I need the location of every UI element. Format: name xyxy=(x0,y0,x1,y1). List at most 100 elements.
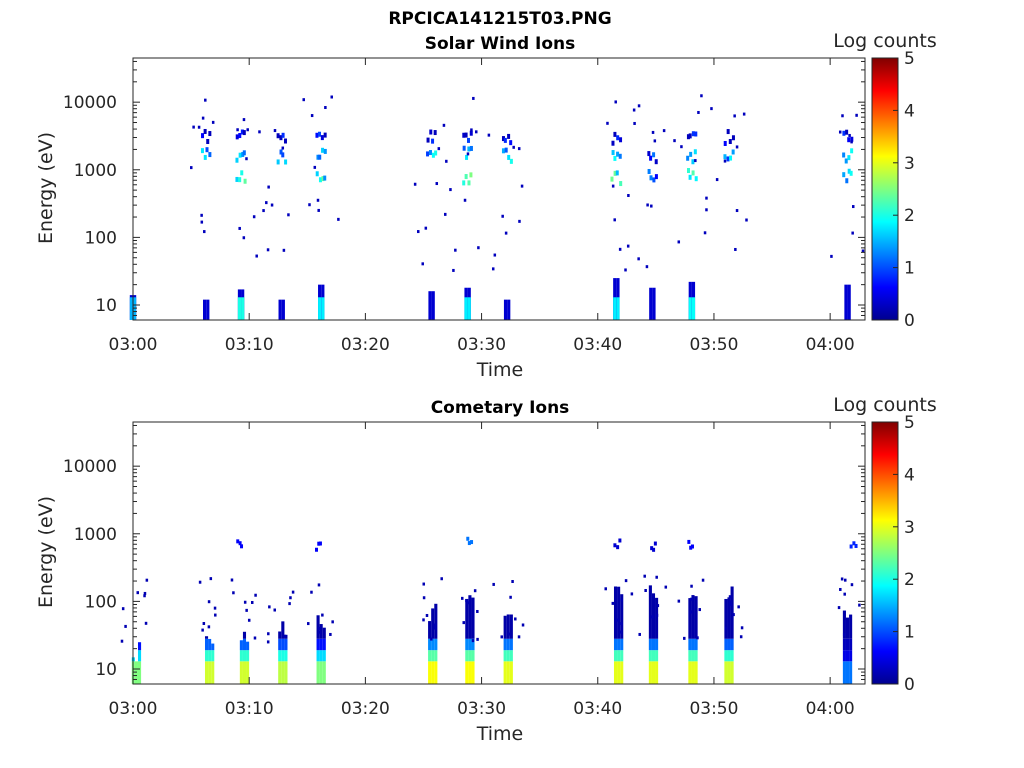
scatter-dot xyxy=(143,594,146,598)
scatter-dot xyxy=(487,133,491,137)
colorbar-tick-label: 2 xyxy=(904,206,915,226)
scatter-dot xyxy=(253,636,257,640)
heatmap-cell xyxy=(686,134,690,140)
cometary-column xyxy=(688,598,692,639)
scatter-dot xyxy=(444,212,447,216)
cometary-column xyxy=(724,661,728,684)
scatter-dot xyxy=(463,198,467,202)
low-energy-core xyxy=(237,297,242,320)
heatmap-cell xyxy=(688,174,692,180)
scatter-dot xyxy=(690,584,693,588)
cometary-column xyxy=(648,650,652,662)
heatmap-cell xyxy=(652,177,656,183)
scatter-dot xyxy=(267,185,270,189)
cometary-column xyxy=(842,661,846,684)
heatmap-cell xyxy=(323,132,327,138)
scatter-dot xyxy=(254,593,257,597)
cometary-column xyxy=(617,586,621,639)
colorbar-tick-label: 3 xyxy=(904,154,915,174)
scatter-dot xyxy=(673,139,676,143)
cometary-column xyxy=(509,638,513,651)
cometary-column xyxy=(246,641,250,651)
high-energy-cell xyxy=(618,538,622,543)
x-axis-label-cometary: Time xyxy=(476,723,524,745)
heatmap-cell xyxy=(240,170,244,176)
cometary-column xyxy=(316,650,320,662)
scatter-dot xyxy=(197,125,201,129)
cometary-column xyxy=(319,624,323,639)
colorbar xyxy=(872,422,898,684)
cometary-column xyxy=(242,661,247,684)
high-energy-cell xyxy=(240,544,244,549)
cometary-column xyxy=(620,594,624,639)
scatter-dot xyxy=(637,104,641,108)
scatter-dot xyxy=(424,226,428,230)
scatter-dot xyxy=(245,157,248,161)
cometary-column xyxy=(278,631,282,639)
scatter-dot xyxy=(267,632,270,636)
scatter-dot xyxy=(651,615,654,619)
low-energy-column xyxy=(431,291,435,320)
heatmap-cell xyxy=(691,159,695,165)
cometary-column xyxy=(651,661,656,684)
heatmap-cell xyxy=(469,172,473,178)
scatter-dot xyxy=(664,585,668,589)
colorbar-tick-label: 0 xyxy=(904,675,915,695)
y-tick-label: 100 xyxy=(85,228,117,248)
cometary-column xyxy=(284,638,288,651)
scatter-dot xyxy=(735,145,739,149)
x-tick-label: 03:20 xyxy=(341,699,390,719)
heatmap-cell xyxy=(850,136,854,142)
scatter-dot xyxy=(430,637,433,641)
cometary-column xyxy=(319,638,323,651)
heatmap-cell xyxy=(283,138,287,144)
colorbar-tick-label: 1 xyxy=(904,623,915,643)
cometary-column xyxy=(613,650,618,662)
heatmap-cell xyxy=(242,150,246,156)
low-energy-column xyxy=(206,299,210,320)
heatmap-cell xyxy=(462,132,466,138)
scatter-dot xyxy=(705,196,708,200)
heatmap-cell xyxy=(276,133,280,139)
heatmap-cell xyxy=(691,131,695,137)
scatter-dot xyxy=(330,95,333,99)
heatmap-cell xyxy=(469,145,473,151)
heatmap-cell xyxy=(613,170,617,176)
scatter-dot xyxy=(316,198,320,202)
scatter-dot xyxy=(268,605,271,609)
cometary-column xyxy=(655,638,659,651)
heatmap-cell xyxy=(723,154,727,160)
heatmap-cell xyxy=(467,137,471,143)
scatter-dot xyxy=(473,589,477,593)
cometary-column xyxy=(281,661,285,684)
scatter-dot xyxy=(504,231,508,235)
heatmap-cell xyxy=(619,181,623,187)
low-energy-core xyxy=(321,297,325,320)
heatmap-cell xyxy=(241,151,245,157)
cometary-column xyxy=(246,650,250,662)
scatter-dot xyxy=(476,637,479,641)
panel-title-solar-wind: Solar Wind Ions xyxy=(425,34,576,54)
high-energy-cell xyxy=(652,547,656,552)
cometary-column xyxy=(208,638,212,651)
heatmap-cell xyxy=(321,147,325,153)
low-energy-column xyxy=(847,284,851,320)
scatter-dot xyxy=(144,621,148,625)
scatter-dot xyxy=(611,184,615,188)
heatmap-cell xyxy=(613,155,617,161)
scatter-dot xyxy=(745,218,748,222)
heatmap-cell xyxy=(694,176,698,182)
y-tick-label: 10000 xyxy=(63,93,117,113)
panel-title-cometary: Cometary Ions xyxy=(431,398,570,418)
heatmap-cell xyxy=(315,132,319,138)
colorbar-tick-label: 0 xyxy=(904,311,915,331)
scatter-dot xyxy=(324,106,327,110)
heatmap-cell xyxy=(318,177,322,183)
cometary-column xyxy=(471,661,475,684)
scatter-dot xyxy=(250,600,254,604)
scatter-dot xyxy=(200,213,203,217)
scatter-dot xyxy=(613,218,616,222)
heatmap-cell xyxy=(723,140,727,146)
scatter-dot xyxy=(627,194,630,198)
scatter-dot xyxy=(475,130,478,134)
